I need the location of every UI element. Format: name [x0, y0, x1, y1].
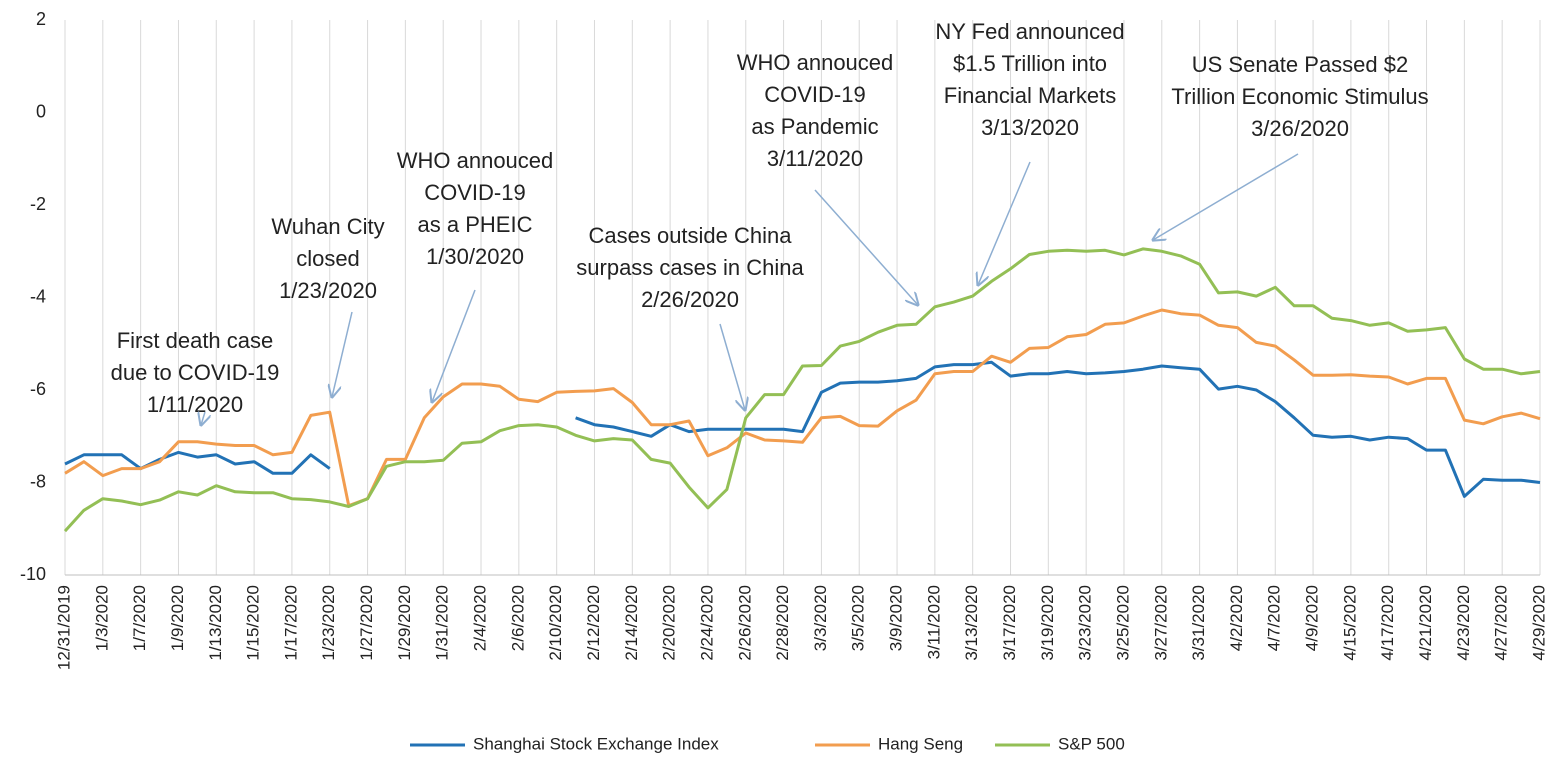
x-tick-label: 3/25/2020	[1113, 585, 1132, 661]
x-tick-label: 1/9/2020	[168, 585, 187, 651]
annotation: US Senate Passed $2	[1192, 52, 1408, 77]
x-tick-label: 3/5/2020	[849, 585, 868, 651]
x-tick-label: 1/7/2020	[130, 585, 149, 651]
legend-label: Shanghai Stock Exchange Index	[473, 734, 719, 753]
x-tick-label: 3/19/2020	[1038, 585, 1057, 661]
y-tick-label: -4	[30, 286, 46, 306]
annotation: as a PHEIC	[418, 212, 533, 237]
x-tick-label: 3/11/2020	[924, 585, 943, 659]
x-tick-label: 4/7/2020	[1265, 585, 1284, 651]
x-tick-label: 3/3/2020	[811, 585, 830, 651]
y-tick-label: 2	[36, 9, 46, 29]
x-tick-label: 12/31/2019	[54, 585, 73, 670]
annotation: as Pandemic	[751, 114, 878, 139]
x-tick-label: 1/3/2020	[92, 585, 111, 651]
legend-label: Hang Seng	[878, 734, 963, 753]
series-line	[64, 360, 1541, 498]
x-tick-label: 3/9/2020	[887, 585, 906, 651]
legend-label: S&P 500	[1058, 734, 1125, 753]
annotation: surpass cases in China	[576, 255, 804, 280]
x-tick-label: 2/6/2020	[508, 585, 527, 651]
y-tick-label: -6	[30, 379, 46, 399]
x-tick-label: 2/4/2020	[471, 585, 490, 651]
x-tick-label: 2/24/2020	[697, 585, 716, 661]
series-line	[64, 308, 1541, 508]
x-tick-label: 4/29/2020	[1529, 585, 1548, 661]
annotation: Trillion Economic Stimulus	[1171, 84, 1428, 109]
annotation: $1.5 Trillion into	[953, 51, 1107, 76]
x-tick-label: 1/23/2020	[319, 585, 338, 661]
annotation-arrow	[814, 189, 918, 305]
annotation: COVID-19	[764, 82, 865, 107]
x-tick-label: 1/15/2020	[244, 585, 263, 661]
y-tick-label: -8	[30, 471, 46, 491]
x-tick-label: 3/27/2020	[1151, 585, 1170, 661]
x-tick-label: 4/27/2020	[1492, 585, 1511, 661]
annotation: 3/13/2020	[981, 115, 1079, 140]
y-tick-label: -2	[30, 194, 46, 214]
annotation: due to COVID-19	[111, 360, 280, 385]
y-tick-label: -10	[20, 564, 46, 584]
annotation: 3/26/2020	[1251, 116, 1349, 141]
x-tick-label: 3/17/2020	[1000, 585, 1019, 661]
annotation: 1/23/2020	[279, 278, 377, 303]
annotation: COVID-19	[424, 180, 525, 205]
x-tick-label: 2/14/2020	[622, 585, 641, 661]
series-line	[63, 247, 1541, 533]
x-tick-label: 4/23/2020	[1454, 585, 1473, 661]
annotation-arrow	[1153, 153, 1299, 240]
x-tick-label: 2/10/2020	[546, 585, 565, 661]
annotation-arrow	[332, 311, 353, 397]
annotation: 3/11/2020	[767, 146, 863, 171]
y-tick-label: 0	[36, 101, 46, 121]
x-tick-label: 4/2/2020	[1227, 585, 1246, 651]
annotation: closed	[296, 246, 360, 271]
annotation: 2/26/2020	[641, 287, 739, 312]
annotation: 1/30/2020	[426, 244, 524, 269]
x-tick-label: 2/20/2020	[660, 585, 679, 661]
annotation-arrow	[978, 161, 1031, 285]
x-tick-label: 3/13/2020	[962, 585, 981, 661]
x-tick-label: 2/12/2020	[584, 585, 603, 661]
x-tick-label: 4/9/2020	[1303, 585, 1322, 651]
x-tick-label: 1/27/2020	[357, 585, 376, 661]
x-tick-label: 3/23/2020	[1076, 585, 1095, 661]
x-tick-label: 1/29/2020	[395, 585, 414, 661]
annotation-arrow	[719, 323, 745, 410]
x-tick-label: 2/28/2020	[773, 585, 792, 661]
annotation-arrow	[201, 412, 205, 425]
annotation: Financial Markets	[944, 83, 1116, 108]
annotation: Wuhan City	[271, 214, 384, 239]
x-tick-label: 4/17/2020	[1378, 585, 1397, 661]
annotation-arrow	[432, 289, 476, 402]
annotation: 1/11/2020	[147, 392, 243, 417]
x-tick-label: 1/31/2020	[433, 585, 452, 661]
annotation: WHO annouced	[397, 148, 554, 173]
x-tick-label: 1/13/2020	[206, 585, 225, 661]
annotation: Cases outside China	[588, 223, 792, 248]
x-tick-label: 2/26/2020	[735, 585, 754, 661]
x-tick-label: 4/15/2020	[1340, 585, 1359, 661]
annotation: First death case	[117, 328, 274, 353]
annotation: NY Fed announced	[935, 19, 1124, 44]
x-tick-label: 1/17/2020	[281, 585, 300, 661]
x-tick-label: 4/21/2020	[1416, 585, 1435, 661]
x-tick-label: 3/31/2020	[1189, 585, 1208, 661]
annotation: WHO annouced	[737, 50, 894, 75]
